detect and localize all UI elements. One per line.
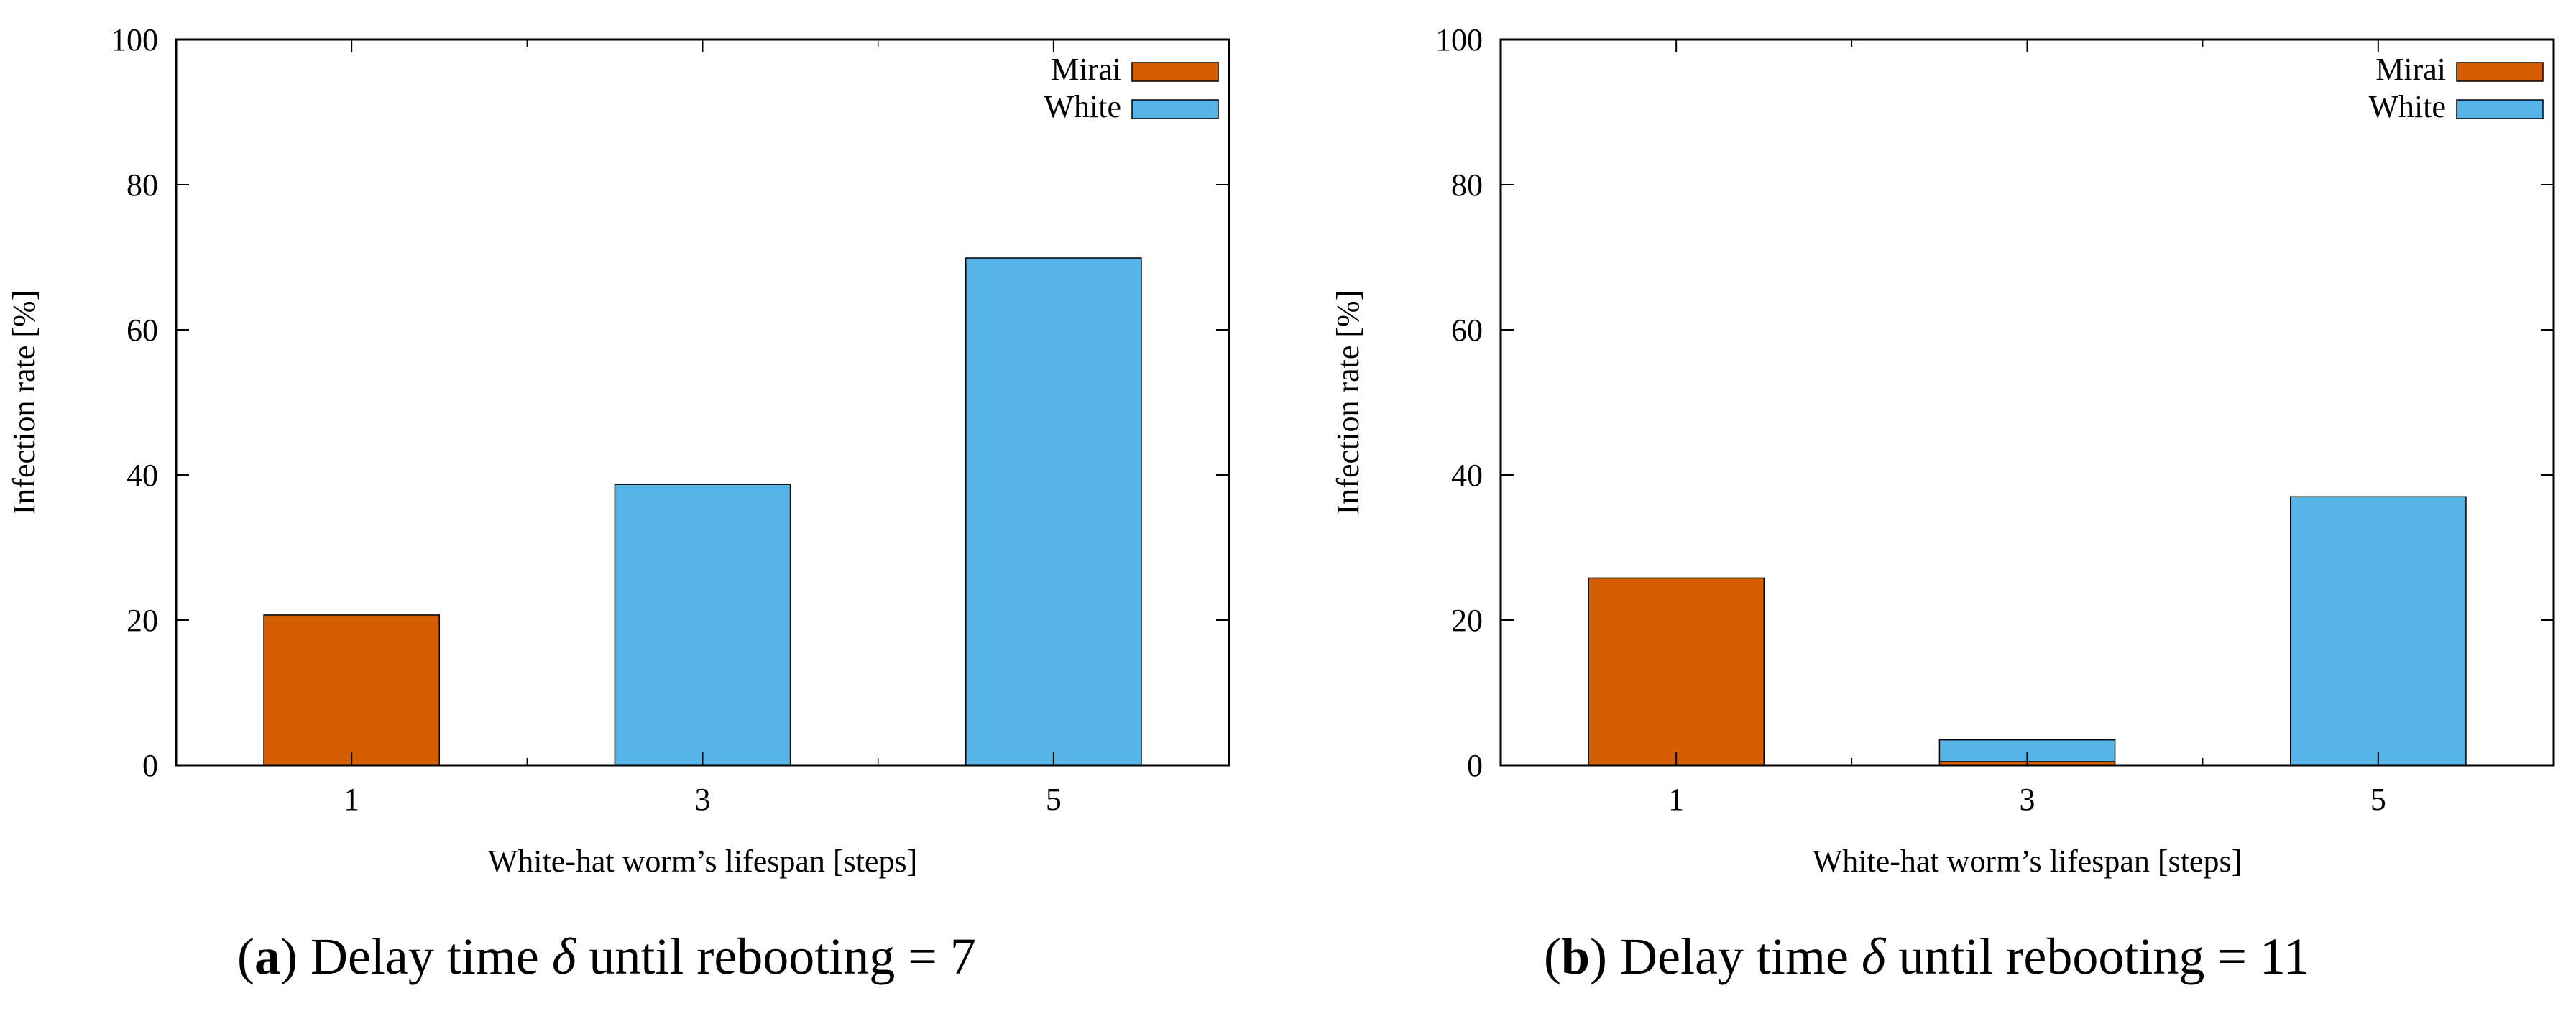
chart-a-ytick-label-20: 20 (126, 603, 158, 638)
chart-b-xtick-label-1: 1 (1668, 782, 1684, 817)
chart-a-ytick-label-60: 60 (126, 313, 158, 348)
chart-a-ytick-label-80: 80 (126, 167, 158, 203)
caption-a-text-after: until rebooting = 7 (576, 928, 976, 985)
chart-a-ytick-label-0: 0 (142, 748, 158, 783)
chart-b-legend-label-mirai: Mirai (2375, 52, 2446, 87)
chart-b-bar-white-5 (2290, 496, 2467, 766)
chart-a-xtick-label-5: 5 (1046, 782, 1062, 817)
chart-a-legend-swatch-white (1131, 99, 1219, 119)
chart-b-legend-label-white: White (2368, 89, 2446, 124)
chart-a-y-axis-label: Infection rate [%] (6, 290, 42, 515)
chart-b-legend-swatch-mirai (2456, 62, 2544, 82)
chart-a-bar-white-3 (614, 484, 791, 766)
chart-a-legend-swatch-mirai (1131, 62, 1219, 82)
chart-b: 0 20 40 60 80 100 1 3 5 White-hat worm’s lifespan… (1330, 22, 2555, 879)
caption-a-symbol: δ (551, 928, 576, 985)
chart-b-x-axis-label: White-hat worm’s lifespan [steps] (1813, 844, 2242, 879)
caption-b-letter: b (1560, 928, 1591, 985)
chart-a-plot-frame (175, 38, 1230, 767)
chart-b-ytick-label-60: 60 (1451, 313, 1483, 348)
chart-a-ytick-label-40: 40 (126, 458, 158, 493)
chart-b-ytick-label-100: 100 (1435, 22, 1483, 57)
chart-b-ytick-label-0: 0 (1467, 748, 1483, 783)
chart-a: 0 20 40 60 80 100 1 3 5 White-hat worm’s lifespan… (6, 22, 1230, 879)
caption-b-text-after: until rebooting = 11 (1885, 928, 2310, 985)
chart-a-xtick-label-3: 3 (695, 782, 711, 817)
chart-a-xtick-label-1: 1 (344, 782, 359, 817)
caption-a-letter: a (254, 928, 280, 985)
chart-a-bar-mirai-1 (263, 614, 441, 766)
chart-a-legend-label-white: White (1044, 89, 1121, 124)
chart-a-bar-white-5 (965, 257, 1142, 766)
chart-b-plot-frame (1499, 38, 2555, 767)
caption-b-symbol: δ (1861, 928, 1886, 985)
chart-b-ytick-label-20: 20 (1451, 603, 1483, 638)
chart-b-xtick-label-5: 5 (2370, 782, 2386, 817)
caption-a: (a) Delay time δ until rebooting = 7 (237, 928, 976, 985)
chart-b-bar-mirai-1 (1588, 577, 1765, 766)
chart-b-ytick-label-40: 40 (1451, 458, 1483, 493)
caption-b-text-before: Delay time (1607, 928, 1862, 985)
chart-a-x-axis-label: White-hat worm’s lifespan [steps] (488, 844, 918, 879)
chart-b-legend-swatch-white (2456, 99, 2544, 119)
caption-b: (b) Delay time δ until rebooting = 11 (1544, 928, 2310, 985)
chart-b-xtick-label-3: 3 (2020, 782, 2036, 817)
chart-a-legend-label-mirai: Mirai (1051, 52, 1121, 87)
caption-a-text-before: Delay time (297, 928, 552, 985)
chart-a-ytick-label-100: 100 (111, 22, 158, 57)
chart-b-ytick-label-80: 80 (1451, 167, 1483, 203)
chart-b-y-axis-label: Infection rate [%] (1330, 290, 1366, 515)
